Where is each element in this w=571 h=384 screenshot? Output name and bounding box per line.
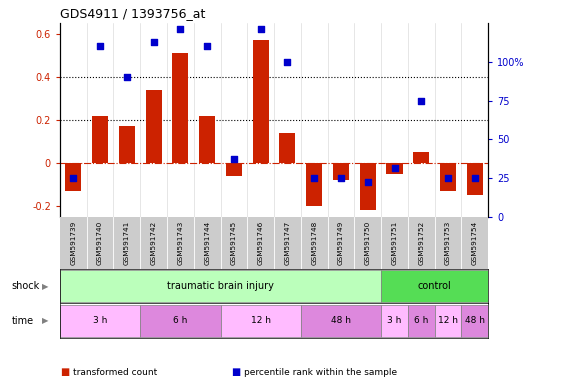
Bar bbox=[146, 90, 162, 163]
Text: ■: ■ bbox=[60, 367, 69, 377]
Bar bbox=[199, 116, 215, 163]
Bar bbox=[435, 305, 461, 336]
Point bbox=[256, 26, 266, 32]
Bar bbox=[413, 152, 429, 163]
Text: traumatic brain injury: traumatic brain injury bbox=[167, 281, 274, 291]
Text: percentile rank within the sample: percentile rank within the sample bbox=[244, 368, 397, 377]
Bar bbox=[119, 126, 135, 163]
Text: 3 h: 3 h bbox=[387, 316, 402, 325]
Bar bbox=[253, 40, 269, 163]
Point bbox=[230, 156, 239, 162]
Text: 6 h: 6 h bbox=[173, 316, 188, 325]
Text: shock: shock bbox=[11, 281, 39, 291]
Bar bbox=[92, 116, 108, 163]
Bar bbox=[360, 163, 376, 210]
Point bbox=[444, 175, 453, 181]
Text: time: time bbox=[11, 316, 34, 326]
Text: GSM591753: GSM591753 bbox=[445, 221, 451, 265]
Text: GSM591746: GSM591746 bbox=[258, 221, 264, 265]
Text: GSM591752: GSM591752 bbox=[419, 221, 424, 265]
Point bbox=[471, 175, 480, 181]
Text: 48 h: 48 h bbox=[465, 316, 485, 325]
Point bbox=[390, 166, 399, 172]
Text: control: control bbox=[418, 281, 452, 291]
Bar bbox=[461, 305, 488, 336]
Point bbox=[69, 175, 78, 181]
Text: GSM591745: GSM591745 bbox=[231, 221, 237, 265]
Text: 3 h: 3 h bbox=[93, 316, 107, 325]
Text: ■: ■ bbox=[231, 367, 240, 377]
Text: transformed count: transformed count bbox=[73, 368, 157, 377]
Text: GSM591742: GSM591742 bbox=[151, 221, 156, 265]
Point bbox=[283, 59, 292, 65]
Bar bbox=[381, 270, 488, 302]
Text: 12 h: 12 h bbox=[251, 316, 271, 325]
Bar bbox=[220, 305, 301, 336]
Bar bbox=[65, 163, 82, 191]
Text: GSM591744: GSM591744 bbox=[204, 221, 210, 265]
Text: ▶: ▶ bbox=[42, 281, 49, 291]
Text: GSM591749: GSM591749 bbox=[338, 221, 344, 265]
Bar bbox=[408, 305, 435, 336]
Text: GDS4911 / 1393756_at: GDS4911 / 1393756_at bbox=[60, 7, 206, 20]
Bar bbox=[387, 163, 403, 174]
Text: GSM591748: GSM591748 bbox=[311, 221, 317, 265]
Text: 12 h: 12 h bbox=[438, 316, 458, 325]
Bar bbox=[60, 305, 140, 336]
Point bbox=[149, 40, 158, 46]
Bar bbox=[60, 270, 381, 302]
Text: 6 h: 6 h bbox=[414, 316, 428, 325]
Text: GSM591741: GSM591741 bbox=[124, 221, 130, 265]
Text: GSM591743: GSM591743 bbox=[178, 221, 183, 265]
Text: GSM591740: GSM591740 bbox=[97, 221, 103, 265]
Point bbox=[203, 43, 212, 50]
Bar bbox=[306, 163, 322, 206]
Bar bbox=[301, 305, 381, 336]
Bar bbox=[279, 133, 296, 163]
Text: GSM591747: GSM591747 bbox=[284, 221, 291, 265]
Bar bbox=[226, 163, 242, 176]
Bar bbox=[333, 163, 349, 180]
Text: 48 h: 48 h bbox=[331, 316, 351, 325]
Text: GSM591739: GSM591739 bbox=[70, 221, 77, 265]
Bar bbox=[440, 163, 456, 191]
Point bbox=[336, 175, 345, 181]
Point bbox=[122, 74, 131, 80]
Bar bbox=[172, 53, 188, 163]
Text: GSM591750: GSM591750 bbox=[365, 221, 371, 265]
Point bbox=[176, 26, 185, 32]
Point bbox=[417, 98, 426, 104]
Point bbox=[363, 179, 372, 185]
Point bbox=[95, 43, 104, 50]
Bar bbox=[140, 305, 220, 336]
Text: GSM591751: GSM591751 bbox=[392, 221, 397, 265]
Text: ▶: ▶ bbox=[42, 316, 49, 325]
Bar bbox=[381, 305, 408, 336]
Point bbox=[309, 175, 319, 181]
Text: GSM591754: GSM591754 bbox=[472, 221, 478, 265]
Bar bbox=[467, 163, 483, 195]
